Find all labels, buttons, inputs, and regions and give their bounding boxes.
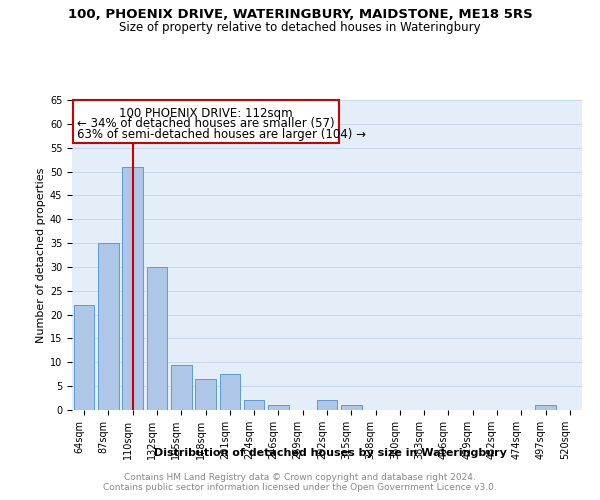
Bar — [341, 405, 362, 410]
Text: 100, PHOENIX DRIVE, WATERINGBURY, MAIDSTONE, ME18 5RS: 100, PHOENIX DRIVE, WATERINGBURY, MAIDST… — [68, 8, 532, 20]
Text: Size of property relative to detached houses in Wateringbury: Size of property relative to detached ho… — [119, 21, 481, 34]
Bar — [146, 267, 167, 410]
Text: Distribution of detached houses by size in Wateringbury: Distribution of detached houses by size … — [154, 448, 506, 458]
Bar — [122, 167, 143, 410]
Bar — [171, 364, 191, 410]
Bar — [244, 400, 265, 410]
Bar — [74, 305, 94, 410]
Text: 63% of semi-detached houses are larger (104) →: 63% of semi-detached houses are larger (… — [77, 128, 366, 140]
Bar — [535, 405, 556, 410]
Bar — [98, 243, 119, 410]
Bar — [195, 379, 216, 410]
Text: Contains HM Land Registry data © Crown copyright and database right 2024.: Contains HM Land Registry data © Crown c… — [124, 472, 476, 482]
Text: 100 PHOENIX DRIVE: 112sqm: 100 PHOENIX DRIVE: 112sqm — [119, 107, 293, 120]
Text: Contains public sector information licensed under the Open Government Licence v3: Contains public sector information licen… — [103, 484, 497, 492]
Text: ← 34% of detached houses are smaller (57): ← 34% of detached houses are smaller (57… — [77, 116, 334, 130]
Bar — [268, 405, 289, 410]
Bar — [220, 374, 240, 410]
Y-axis label: Number of detached properties: Number of detached properties — [35, 168, 46, 342]
FancyBboxPatch shape — [73, 100, 339, 143]
Bar — [317, 400, 337, 410]
